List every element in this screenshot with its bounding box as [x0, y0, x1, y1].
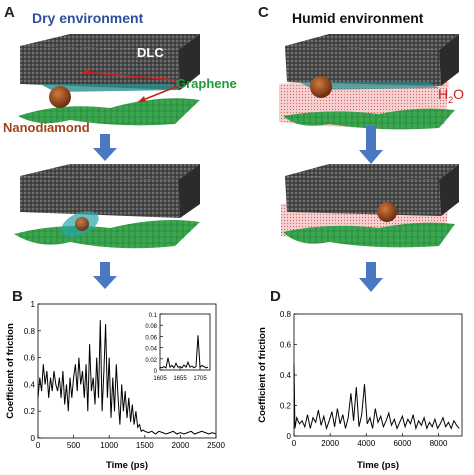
dlc-block-c-top — [285, 34, 459, 86]
dlc-block-top — [20, 34, 200, 90]
chart-b-inset-ytick-label: 0.08 — [145, 324, 157, 330]
dlc-label: DLC — [137, 45, 164, 60]
graphene-sheet-c-top — [283, 108, 455, 130]
nanodiamond-label: Nanodiamond — [3, 120, 90, 135]
chart-d-ytick-label: 0.2 — [280, 402, 292, 411]
panel-a-illustration — [14, 34, 200, 289]
chart-b-inset-ytick-label: 0 — [154, 369, 158, 375]
chart-b-ylabel: Coefficient of friction — [5, 323, 16, 419]
chart-b-xtick-label: 2500 — [207, 441, 225, 450]
dlc-block-bottom — [20, 164, 200, 218]
chart-d-xlabel: Time (ps) — [357, 460, 399, 471]
chart-b-ytick-label: 0 — [31, 434, 36, 443]
chart-b-inset-xtick-label: 1655 — [173, 376, 187, 382]
panel-b-letter: B — [12, 288, 23, 305]
graphene-layer-top — [40, 84, 180, 92]
chart-b-inset-series-line — [159, 335, 209, 369]
chart-d-xtick-label: 4000 — [357, 439, 375, 448]
chart-b: 0 0.2 0.4 0.6 0.8 1 0 500 1000 1500 2000 2500 Time (… — [5, 300, 225, 471]
chart-d-series-line — [293, 364, 460, 431]
panel-a-letter: A — [4, 4, 15, 21]
graphene-label: Graphene — [176, 76, 237, 91]
arrow-a2 — [93, 262, 117, 289]
panel-c-letter: C — [258, 4, 269, 21]
chart-d-xtick-label: 2000 — [321, 439, 339, 448]
chart-b-inset-plot-frame — [159, 313, 211, 371]
nanodiamond-c-top — [310, 76, 332, 98]
chart-b-inset-ytick-label: 0.1 — [149, 313, 158, 319]
chart-d-xtick-label: 8000 — [430, 439, 448, 448]
chart-b-xtick-label: 500 — [67, 441, 81, 450]
chart-d-xtick-label: 0 — [292, 439, 297, 448]
chart-b-inset-xtick-label: 1605 — [153, 376, 167, 382]
graphene-sheet-bottom — [14, 220, 200, 249]
chart-b-ytick-label: 1 — [31, 300, 36, 309]
chart-b-ytick-label: 0.8 — [24, 327, 36, 336]
chart-b-inset-ytick-label: 0.04 — [145, 347, 157, 353]
nanodiamond-c-bottom — [377, 202, 397, 222]
dlc-block-c-bottom — [285, 164, 459, 216]
chart-b-plot-frame — [37, 303, 217, 439]
chart-b-xtick-label: 0 — [36, 441, 41, 450]
panel-d-letter: D — [270, 288, 281, 305]
water-label: H2O — [438, 86, 465, 105]
chart-d-ylabel: Coefficient of friction — [257, 327, 268, 423]
chart-d-plot-frame — [293, 313, 463, 437]
graphene-sheet-c-bottom — [283, 222, 455, 248]
chart-b-series-line — [37, 320, 217, 435]
chart-b-inset-xtick-label: 1705 — [193, 376, 207, 382]
chart-b-xtick-label: 2000 — [172, 441, 190, 450]
graphene-sheet-top — [18, 98, 200, 126]
chart-b-xtick-label: 1500 — [136, 441, 154, 450]
chart-b-xlabel: Time (ps) — [106, 460, 148, 471]
panel-c-illustration — [279, 34, 459, 292]
chart-b-ytick-label: 0.4 — [24, 380, 36, 389]
chart-b-inset-ytick-label: 0.06 — [145, 335, 157, 341]
chart-d-ytick-label: 0.8 — [280, 310, 292, 319]
panel-c-title: Humid environment — [292, 10, 424, 26]
chart-d-ytick-label: 0 — [287, 432, 292, 441]
chart-d-ytick-label: 0.6 — [280, 341, 292, 350]
chart-d: 0 0.2 0.4 0.6 0.8 0 2000 4000 6000 8000 Time (ps) C… — [257, 310, 463, 471]
arrow-c1 — [359, 126, 383, 164]
arrow-a1 — [93, 134, 117, 161]
nanodiamond-ball — [49, 86, 71, 108]
chart-b-ytick-label: 0.6 — [24, 354, 36, 363]
panel-a-title: Dry environment — [32, 10, 144, 26]
arrow-c2 — [359, 262, 383, 292]
chart-b-inset-ytick-label: 0.02 — [145, 358, 157, 364]
chart-b-xtick-label: 1000 — [100, 441, 118, 450]
chart-b-ytick-label: 0.2 — [24, 407, 36, 416]
chart-d-xtick-label: 6000 — [393, 439, 411, 448]
chart-d-ytick-label: 0.4 — [280, 371, 292, 380]
chart-b-inset-bg — [132, 306, 214, 386]
